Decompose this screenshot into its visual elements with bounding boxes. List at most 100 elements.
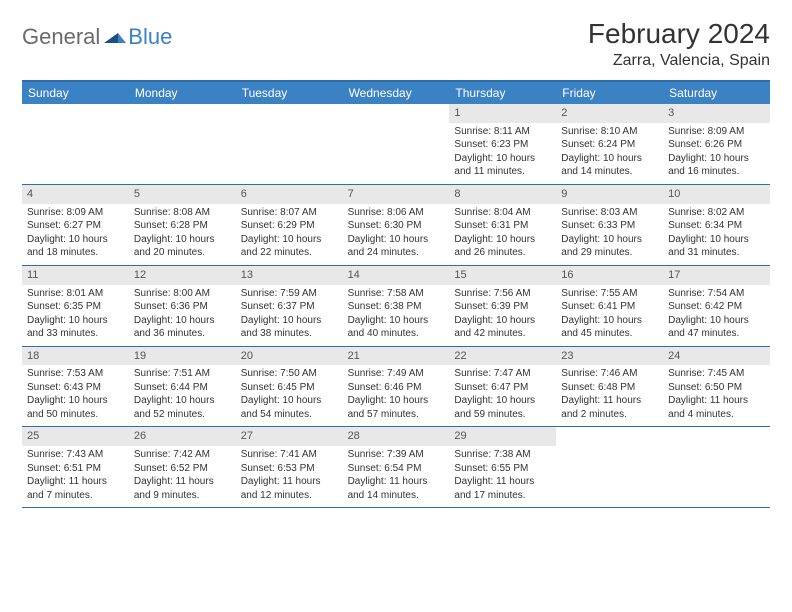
- sunrise-text: Sunrise: 7:50 AM: [241, 367, 338, 381]
- day-number: 29: [449, 427, 556, 446]
- sunset-text: Sunset: 6:26 PM: [668, 138, 765, 152]
- day-number: 28: [343, 427, 450, 446]
- day-cell: 6 Sunrise: 8:07 AMSunset: 6:29 PMDaylight…: [236, 185, 343, 265]
- sunrise-text: Sunrise: 7:47 AM: [454, 367, 551, 381]
- sunset-text: Sunset: 6:37 PM: [241, 300, 338, 314]
- sunset-text: Sunset: 6:35 PM: [27, 300, 124, 314]
- day-cell: 21Sunrise: 7:49 AMSunset: 6:46 PMDayligh…: [343, 347, 450, 427]
- sunrise-text: Sunrise: 7:42 AM: [134, 448, 231, 462]
- sunset-text: Sunset: 6:36 PM: [134, 300, 231, 314]
- sunset-text: Sunset: 6:52 PM: [134, 462, 231, 476]
- daylight-text: Daylight: 10 hours and 40 minutes.: [348, 314, 445, 341]
- day-cell: 7Sunrise: 8:06 AMSunset: 6:30 PMDaylight…: [343, 185, 450, 265]
- empty-cell: [343, 104, 450, 184]
- sunrise-text: Sunrise: 7:49 AM: [348, 367, 445, 381]
- sunset-text: Sunset: 6:54 PM: [348, 462, 445, 476]
- sunrise-text: Sunrise: 7:58 AM: [348, 287, 445, 301]
- sunrise-text: Sunrise: 7:54 AM: [668, 287, 765, 301]
- day-number: 18: [22, 347, 129, 366]
- sunset-text: Sunset: 6:33 PM: [561, 219, 658, 233]
- day-cell: 26 Sunrise: 7:42 AMSunset: 6:52 PMDayligh…: [129, 427, 236, 507]
- sunset-text: Sunset: 6:38 PM: [348, 300, 445, 314]
- daylight-text: Daylight: 10 hours and 29 minutes.: [561, 233, 658, 260]
- empty-cell: [22, 104, 129, 184]
- daylight-text: Daylight: 10 hours and 31 minutes.: [668, 233, 765, 260]
- day-cell: 25Sunrise: 7:43 AMSunset: 6:51 PMDayligh…: [22, 427, 129, 507]
- day-cell: 28Sunrise: 7:39 AMSunset: 6:54 PMDayligh…: [343, 427, 450, 507]
- calendar: SundayMondayTuesdayWednesdayThursdayFrid…: [22, 80, 770, 508]
- day-number: 27: [236, 427, 343, 446]
- sunrise-text: Sunrise: 8:03 AM: [561, 206, 658, 220]
- day-number: 25: [22, 427, 129, 446]
- sunrise-text: Sunrise: 8:07 AM: [241, 206, 338, 220]
- day-cell: 24Sunrise: 7:45 AMSunset: 6:50 PMDayligh…: [663, 347, 770, 427]
- day-number: 26: [129, 427, 236, 446]
- weekday-header: Wednesday: [343, 82, 450, 104]
- sunrise-text: Sunrise: 8:06 AM: [348, 206, 445, 220]
- header: General Blue February 2024 Zarra, Valenc…: [22, 18, 770, 70]
- day-number: 7: [343, 185, 450, 204]
- day-number: 12: [129, 266, 236, 285]
- day-number: 4: [22, 185, 129, 204]
- daylight-text: Daylight: 10 hours and 57 minutes.: [348, 394, 445, 421]
- day-cell: 27Sunrise: 7:41 AMSunset: 6:53 PMDayligh…: [236, 427, 343, 507]
- daylight-text: Daylight: 11 hours and 14 minutes.: [348, 475, 445, 502]
- weekday-header: Tuesday: [236, 82, 343, 104]
- logo-text-blue: Blue: [128, 24, 172, 50]
- day-cell: 23Sunrise: 7:46 AMSunset: 6:48 PMDayligh…: [556, 347, 663, 427]
- sunrise-text: Sunrise: 7:45 AM: [668, 367, 765, 381]
- day-cell: 4Sunrise: 8:09 AMSunset: 6:27 PMDaylight…: [22, 185, 129, 265]
- daylight-text: Daylight: 11 hours and 2 minutes.: [561, 394, 658, 421]
- day-cell: 12Sunrise: 8:00 AMSunset: 6:36 PMDayligh…: [129, 266, 236, 346]
- day-cell: 20Sunrise: 7:50 AMSunset: 6:45 PMDayligh…: [236, 347, 343, 427]
- sunrise-text: Sunrise: 7:59 AM: [241, 287, 338, 301]
- day-number: 11: [22, 266, 129, 285]
- day-number: 14: [343, 266, 450, 285]
- daylight-text: Daylight: 10 hours and 45 minutes.: [561, 314, 658, 341]
- day-number: 8: [449, 185, 556, 204]
- sunset-text: Sunset: 6:50 PM: [668, 381, 765, 395]
- sunrise-text: Sunrise: 7:38 AM: [454, 448, 551, 462]
- week-row: 1Sunrise: 8:11 AMSunset: 6:23 PMDaylight…: [22, 104, 770, 185]
- daylight-text: Daylight: 10 hours and 47 minutes.: [668, 314, 765, 341]
- day-cell: 14 Sunrise: 7:58 AMSunset: 6:38 PMDayligh…: [343, 266, 450, 346]
- daylight-text: Daylight: 10 hours and 22 minutes.: [241, 233, 338, 260]
- day-number: 2: [556, 104, 663, 123]
- day-cell: 29Sunrise: 7:38 AMSunset: 6:55 PMDayligh…: [449, 427, 556, 507]
- sunrise-text: Sunrise: 8:00 AM: [134, 287, 231, 301]
- day-cell: 15Sunrise: 7:56 AMSunset: 6:39 PMDayligh…: [449, 266, 556, 346]
- sunrise-text: Sunrise: 7:53 AM: [27, 367, 124, 381]
- daylight-text: Daylight: 10 hours and 59 minutes.: [454, 394, 551, 421]
- day-number: 20: [236, 347, 343, 366]
- empty-cell: [663, 427, 770, 507]
- daylight-text: Daylight: 10 hours and 20 minutes.: [134, 233, 231, 260]
- daylight-text: Daylight: 10 hours and 16 minutes.: [668, 152, 765, 179]
- daylight-text: Daylight: 10 hours and 14 minutes.: [561, 152, 658, 179]
- title-block: February 2024 Zarra, Valencia, Spain: [588, 18, 770, 70]
- sunset-text: Sunset: 6:51 PM: [27, 462, 124, 476]
- sunset-text: Sunset: 6:55 PM: [454, 462, 551, 476]
- sunrise-text: Sunrise: 8:09 AM: [27, 206, 124, 220]
- sunrise-text: Sunrise: 8:11 AM: [454, 125, 551, 139]
- sunset-text: Sunset: 6:39 PM: [454, 300, 551, 314]
- day-number: 24: [663, 347, 770, 366]
- daylight-text: Daylight: 11 hours and 9 minutes.: [134, 475, 231, 502]
- week-row: 4Sunrise: 8:09 AMSunset: 6:27 PMDaylight…: [22, 185, 770, 266]
- day-cell: 22Sunrise: 7:47 AMSunset: 6:47 PMDayligh…: [449, 347, 556, 427]
- week-row: 25Sunrise: 7:43 AMSunset: 6:51 PMDayligh…: [22, 427, 770, 508]
- day-number: 6: [236, 185, 343, 204]
- day-number: 3: [663, 104, 770, 123]
- sunrise-text: Sunrise: 8:01 AM: [27, 287, 124, 301]
- sunset-text: Sunset: 6:53 PM: [241, 462, 338, 476]
- sunset-text: Sunset: 6:42 PM: [668, 300, 765, 314]
- daylight-text: Daylight: 10 hours and 54 minutes.: [241, 394, 338, 421]
- daylight-text: Daylight: 10 hours and 33 minutes.: [27, 314, 124, 341]
- sunset-text: Sunset: 6:24 PM: [561, 138, 658, 152]
- sunset-text: Sunset: 6:29 PM: [241, 219, 338, 233]
- day-cell: 18Sunrise: 7:53 AMSunset: 6:43 PMDayligh…: [22, 347, 129, 427]
- day-cell: 13Sunrise: 7:59 AMSunset: 6:37 PMDayligh…: [236, 266, 343, 346]
- day-number: 15: [449, 266, 556, 285]
- day-cell: 17Sunrise: 7:54 AMSunset: 6:42 PMDayligh…: [663, 266, 770, 346]
- day-cell: 19Sunrise: 7:51 AMSunset: 6:44 PMDayligh…: [129, 347, 236, 427]
- day-number: 16: [556, 266, 663, 285]
